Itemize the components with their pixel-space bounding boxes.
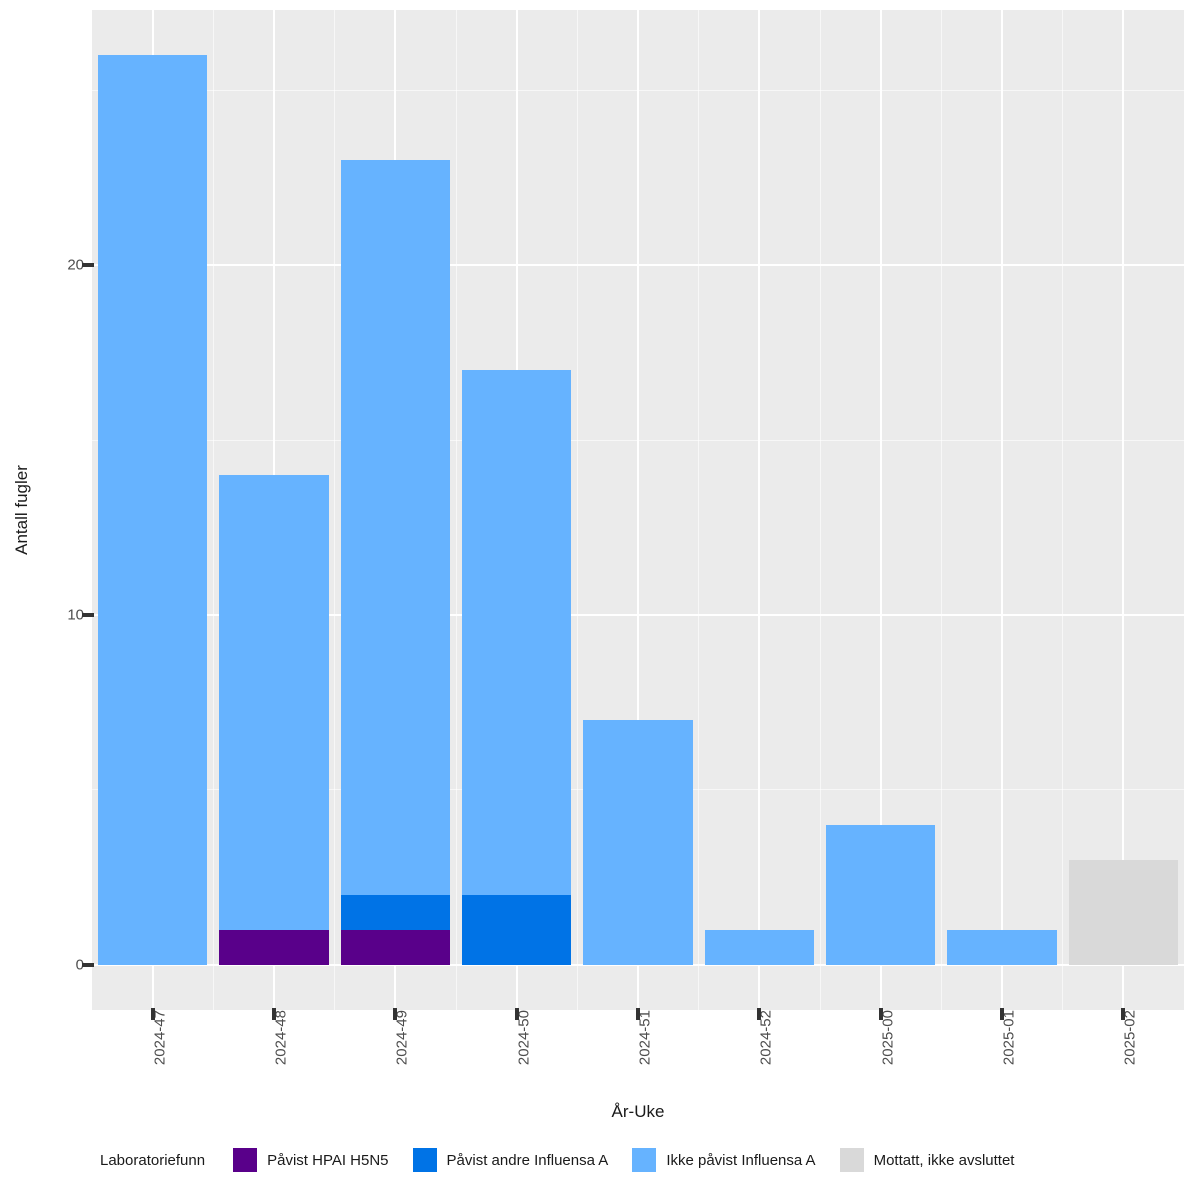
grid-vertical-minor [1062,10,1063,1010]
grid-vertical-minor [456,10,457,1010]
x-tick-mark [879,1008,883,1020]
x-tick-mark [515,1008,519,1020]
bar-segment [219,930,328,965]
legend-item: Påvist HPAI H5N5 [233,1148,388,1172]
bar-segment [98,55,207,964]
bar-segment [341,160,450,894]
chart-container: 010202024-472024-482024-492024-502024-51… [0,0,1200,1200]
bar-segment [341,895,450,930]
bar-segment [1069,860,1178,965]
legend-title: Laboratoriefunn [100,1152,205,1169]
legend-item: Ikke påvist Influensa A [632,1148,815,1172]
legend-label: Påvist andre Influensa A [447,1152,609,1169]
bar-segment [705,930,814,965]
legend-item: Påvist andre Influensa A [413,1148,609,1172]
grid-vertical-minor [698,10,699,1010]
y-tick-mark [82,613,94,617]
legend: Laboratoriefunn Påvist HPAI H5N5 Påvist a… [100,1148,1014,1172]
grid-horizontal-minor [92,90,1184,91]
legend-item: Mottatt, ikke avsluttet [840,1148,1015,1172]
y-tick-mark [82,263,94,267]
bar-segment [462,370,571,894]
bar-segment [462,895,571,965]
legend-label: Ikke påvist Influensa A [666,1152,815,1169]
grid-vertical [758,10,760,1010]
grid-vertical [1001,10,1003,1010]
legend-label: Påvist HPAI H5N5 [267,1152,388,1169]
x-tick-mark [636,1008,640,1020]
x-tick-mark [151,1008,155,1020]
plot-area: 010202024-472024-482024-492024-502024-51… [92,10,1184,1010]
bar-segment [826,825,935,965]
grid-vertical-minor [577,10,578,1010]
bar-segment [583,720,692,965]
grid-horizontal-minor [92,440,1184,441]
x-tick-mark [1000,1008,1004,1020]
x-axis-title: År-Uke [612,1102,665,1122]
grid-vertical-minor [820,10,821,1010]
x-tick-mark [757,1008,761,1020]
legend-key [840,1148,864,1172]
legend-key [413,1148,437,1172]
x-tick-mark [272,1008,276,1020]
y-tick-mark [82,963,94,967]
bar-segment [341,930,450,965]
legend-key [233,1148,257,1172]
legend-label: Mottatt, ikke avsluttet [874,1152,1015,1169]
grid-vertical-minor [334,10,335,1010]
x-tick-mark [1121,1008,1125,1020]
y-axis-title: Antall fugler [12,465,32,555]
legend-key [632,1148,656,1172]
bar-segment [947,930,1056,965]
grid-vertical-minor [213,10,214,1010]
x-tick-mark [393,1008,397,1020]
grid-horizontal [92,264,1184,266]
bar-segment [219,475,328,930]
grid-vertical-minor [941,10,942,1010]
